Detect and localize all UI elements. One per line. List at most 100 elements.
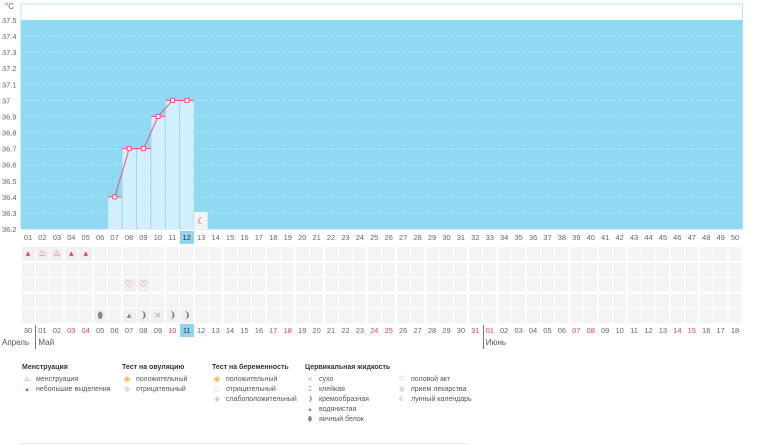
day-cell[interactable] [93, 262, 107, 277]
day-cell[interactable] [598, 293, 612, 308]
date-label[interactable]: 18 [283, 326, 292, 335]
cycle-day-label[interactable]: 45 [658, 233, 668, 242]
date-label[interactable]: 05 [95, 326, 105, 335]
day-cell[interactable] [569, 278, 583, 292]
day-cell[interactable] [180, 278, 194, 292]
day-cell[interactable] [641, 309, 655, 323]
cycle-day-label[interactable]: 36 [528, 233, 538, 242]
day-cell[interactable] [353, 278, 367, 292]
cycle-day-label[interactable]: 05 [81, 233, 90, 242]
creamy-icon[interactable]: ❩ [180, 309, 194, 323]
day-cell[interactable] [79, 309, 93, 323]
day-cell[interactable] [367, 293, 381, 308]
date-label[interactable]: 20 [312, 326, 321, 335]
day-cell[interactable] [613, 247, 627, 261]
day-cell[interactable] [295, 293, 309, 308]
day-cell[interactable] [367, 309, 381, 323]
day-cell[interactable] [93, 278, 107, 292]
day-cell[interactable] [324, 278, 338, 292]
day-cell[interactable] [540, 247, 554, 261]
day-cell[interactable] [483, 247, 497, 261]
day-cell[interactable] [613, 262, 627, 277]
day-cell[interactable] [223, 247, 237, 261]
day-cell[interactable] [555, 293, 569, 308]
day-cell[interactable] [21, 309, 35, 323]
day-cell[interactable] [295, 278, 309, 292]
date-label[interactable]: 27 [413, 326, 422, 335]
day-cell[interactable] [21, 293, 35, 308]
day-cell[interactable] [497, 262, 511, 277]
day-cell[interactable] [194, 262, 208, 277]
day-cell[interactable] [35, 309, 49, 323]
day-cell[interactable] [411, 278, 425, 292]
day-cell[interactable] [353, 309, 367, 323]
day-cell[interactable] [497, 293, 511, 308]
day-cell[interactable] [21, 262, 35, 277]
date-label[interactable]: 24 [370, 326, 379, 335]
day-cell[interactable] [641, 293, 655, 308]
day-cell[interactable] [237, 247, 251, 261]
day-cell[interactable] [425, 247, 439, 261]
temperature-point[interactable] [112, 194, 118, 200]
day-cell[interactable] [685, 278, 699, 292]
day-cell[interactable] [454, 309, 468, 323]
day-cell[interactable] [483, 293, 497, 308]
date-label[interactable]: 23 [355, 326, 365, 335]
moon-icon[interactable]: ☾ [197, 216, 205, 226]
day-cell[interactable] [439, 309, 453, 323]
day-cell[interactable] [266, 309, 280, 323]
day-cell[interactable] [338, 309, 352, 323]
date-label[interactable]: 17 [716, 326, 725, 335]
heart-icon[interactable]: ♡ [122, 278, 136, 292]
day-cell[interactable] [295, 247, 309, 261]
day-cell[interactable] [641, 247, 655, 261]
dry-icon[interactable]: × [151, 309, 165, 323]
menstruation-icon[interactable]: ♨ [50, 247, 64, 261]
day-cell[interactable] [468, 262, 482, 277]
day-cell[interactable] [338, 247, 352, 261]
day-cell[interactable] [483, 278, 497, 292]
cycle-day-label[interactable]: 10 [153, 233, 163, 242]
day-cell[interactable] [382, 278, 396, 292]
date-label[interactable]: 01 [38, 326, 47, 335]
date-label[interactable]: 04 [528, 326, 538, 335]
cycle-day-label[interactable]: 29 [427, 233, 437, 242]
day-cell[interactable] [613, 278, 627, 292]
day-cell[interactable] [526, 309, 540, 323]
day-cell[interactable] [324, 293, 338, 308]
date-label[interactable]: 16 [702, 326, 711, 335]
day-cell[interactable] [223, 293, 237, 308]
day-cell[interactable] [728, 293, 742, 308]
day-cell[interactable] [151, 247, 165, 261]
date-label[interactable]: 18 [730, 326, 740, 335]
cycle-day-label[interactable]: 30 [442, 233, 451, 242]
day-cell[interactable] [468, 309, 482, 323]
day-cell[interactable] [295, 309, 309, 323]
day-cell[interactable] [35, 262, 49, 277]
day-cell[interactable] [353, 247, 367, 261]
day-cell[interactable] [540, 309, 554, 323]
day-cell[interactable] [454, 278, 468, 292]
day-cell[interactable] [714, 278, 728, 292]
day-cell[interactable] [555, 309, 569, 323]
day-cell[interactable] [555, 262, 569, 277]
day-cell[interactable] [627, 293, 641, 308]
day-cell[interactable] [165, 278, 179, 292]
day-cell[interactable] [281, 278, 295, 292]
day-cell[interactable] [483, 262, 497, 277]
day-cell[interactable] [613, 293, 627, 308]
cycle-day-label[interactable]: 04 [67, 233, 76, 242]
day-cell[interactable] [194, 247, 208, 261]
date-label[interactable]: 11 [179, 324, 194, 337]
day-cell[interactable] [223, 262, 237, 277]
day-cell[interactable] [50, 278, 64, 292]
day-cell[interactable] [93, 247, 107, 261]
day-cell[interactable] [353, 293, 367, 308]
day-cell[interactable] [21, 278, 35, 292]
cycle-day-label[interactable]: 12 [179, 231, 194, 244]
day-cell[interactable] [540, 278, 554, 292]
day-cell[interactable] [584, 309, 598, 323]
day-cell[interactable] [656, 262, 670, 277]
day-cell[interactable] [266, 293, 280, 308]
day-cell[interactable] [310, 247, 324, 261]
